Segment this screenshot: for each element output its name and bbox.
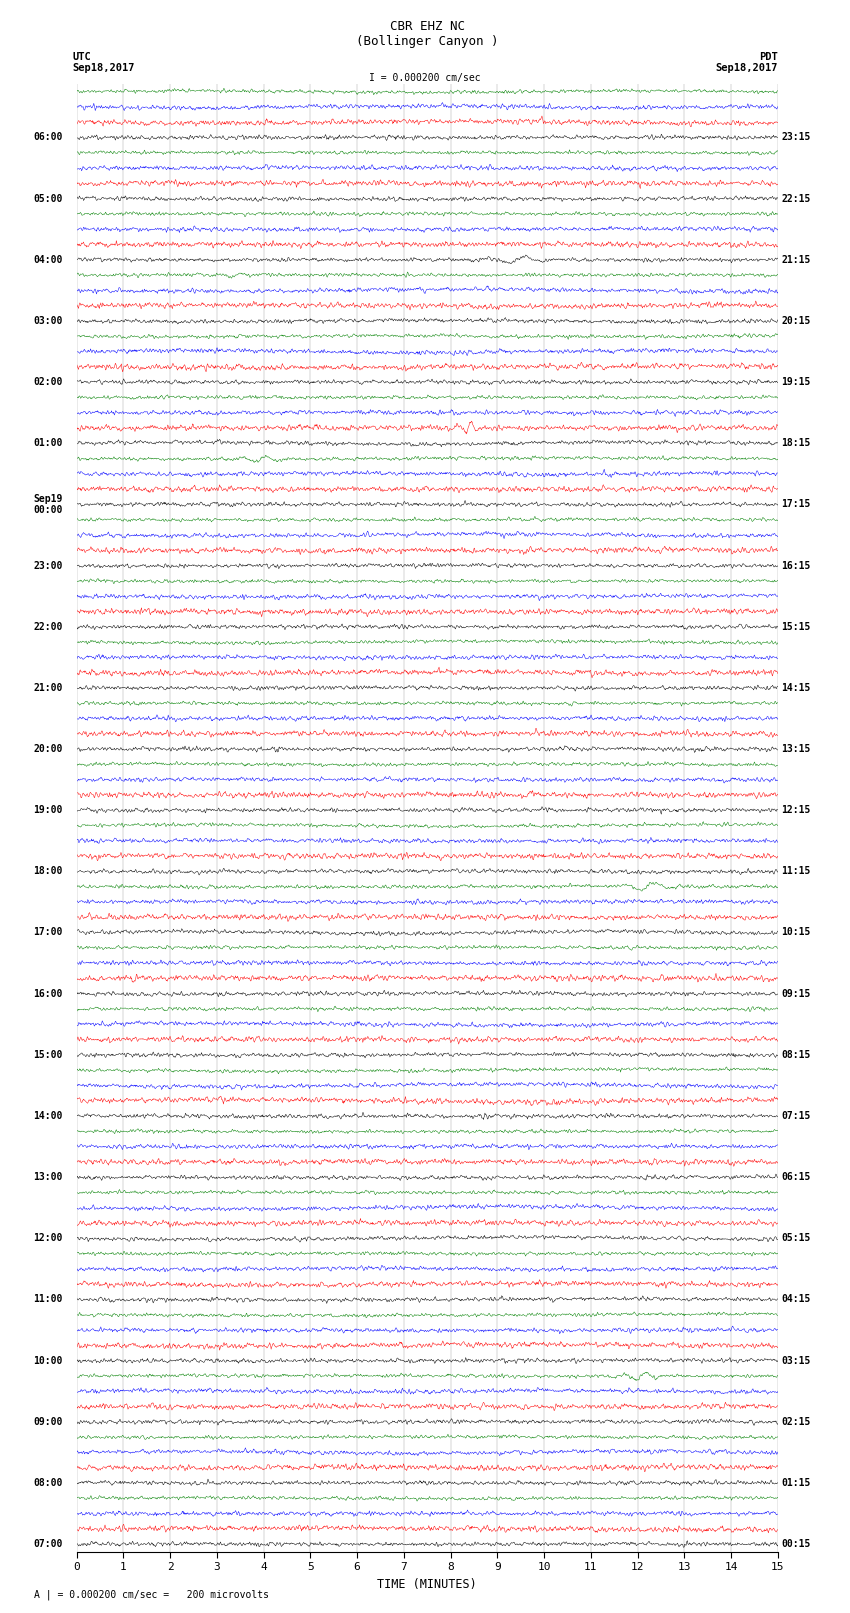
Text: 21:00: 21:00 (33, 682, 63, 694)
Text: 08:15: 08:15 (781, 1050, 811, 1060)
Text: 18:00: 18:00 (33, 866, 63, 876)
Text: 09:00: 09:00 (33, 1416, 63, 1428)
Text: 01:15: 01:15 (781, 1478, 811, 1487)
Text: 15:15: 15:15 (781, 621, 811, 632)
Text: 20:15: 20:15 (781, 316, 811, 326)
Text: 23:15: 23:15 (781, 132, 811, 142)
Text: 21:15: 21:15 (781, 255, 811, 265)
Text: 19:00: 19:00 (33, 805, 63, 815)
Text: 06:15: 06:15 (781, 1173, 811, 1182)
Text: 00:15: 00:15 (781, 1539, 811, 1548)
Text: 20:00: 20:00 (33, 744, 63, 753)
Text: 16:15: 16:15 (781, 560, 811, 571)
Text: 08:00: 08:00 (33, 1478, 63, 1487)
Text: PDT: PDT (759, 52, 778, 61)
Text: 10:15: 10:15 (781, 927, 811, 937)
Text: 13:15: 13:15 (781, 744, 811, 753)
Text: 13:00: 13:00 (33, 1173, 63, 1182)
Text: 14:15: 14:15 (781, 682, 811, 694)
Text: 04:00: 04:00 (33, 255, 63, 265)
Text: 15:00: 15:00 (33, 1050, 63, 1060)
Text: 03:15: 03:15 (781, 1355, 811, 1366)
Text: 17:00: 17:00 (33, 927, 63, 937)
Text: 02:15: 02:15 (781, 1416, 811, 1428)
Text: 19:15: 19:15 (781, 377, 811, 387)
Text: 12:15: 12:15 (781, 805, 811, 815)
Text: 03:00: 03:00 (33, 316, 63, 326)
Text: 09:15: 09:15 (781, 989, 811, 998)
Title: CBR EHZ NC
(Bollinger Canyon ): CBR EHZ NC (Bollinger Canyon ) (356, 19, 498, 48)
Text: A | = 0.000200 cm/sec =   200 microvolts: A | = 0.000200 cm/sec = 200 microvolts (34, 1589, 269, 1600)
Text: 14:00: 14:00 (33, 1111, 63, 1121)
X-axis label: TIME (MINUTES): TIME (MINUTES) (377, 1578, 477, 1590)
Text: Sep18,2017: Sep18,2017 (715, 63, 778, 73)
Text: 05:00: 05:00 (33, 194, 63, 203)
Text: 22:00: 22:00 (33, 621, 63, 632)
Text: 05:15: 05:15 (781, 1234, 811, 1244)
Text: Sep19
00:00: Sep19 00:00 (33, 494, 63, 515)
Text: 01:00: 01:00 (33, 439, 63, 448)
Text: 23:00: 23:00 (33, 560, 63, 571)
Text: 17:15: 17:15 (781, 500, 811, 510)
Text: 07:15: 07:15 (781, 1111, 811, 1121)
Text: 18:15: 18:15 (781, 439, 811, 448)
Text: 12:00: 12:00 (33, 1234, 63, 1244)
Text: 10:00: 10:00 (33, 1355, 63, 1366)
Text: 06:00: 06:00 (33, 132, 63, 142)
Text: 11:15: 11:15 (781, 866, 811, 876)
Text: 16:00: 16:00 (33, 989, 63, 998)
Text: 22:15: 22:15 (781, 194, 811, 203)
Text: 07:00: 07:00 (33, 1539, 63, 1548)
Text: UTC: UTC (72, 52, 91, 61)
Text: 04:15: 04:15 (781, 1294, 811, 1305)
Text: 11:00: 11:00 (33, 1294, 63, 1305)
Text: I = 0.000200 cm/sec: I = 0.000200 cm/sec (369, 73, 481, 82)
Text: Sep18,2017: Sep18,2017 (72, 63, 135, 73)
Text: 02:00: 02:00 (33, 377, 63, 387)
